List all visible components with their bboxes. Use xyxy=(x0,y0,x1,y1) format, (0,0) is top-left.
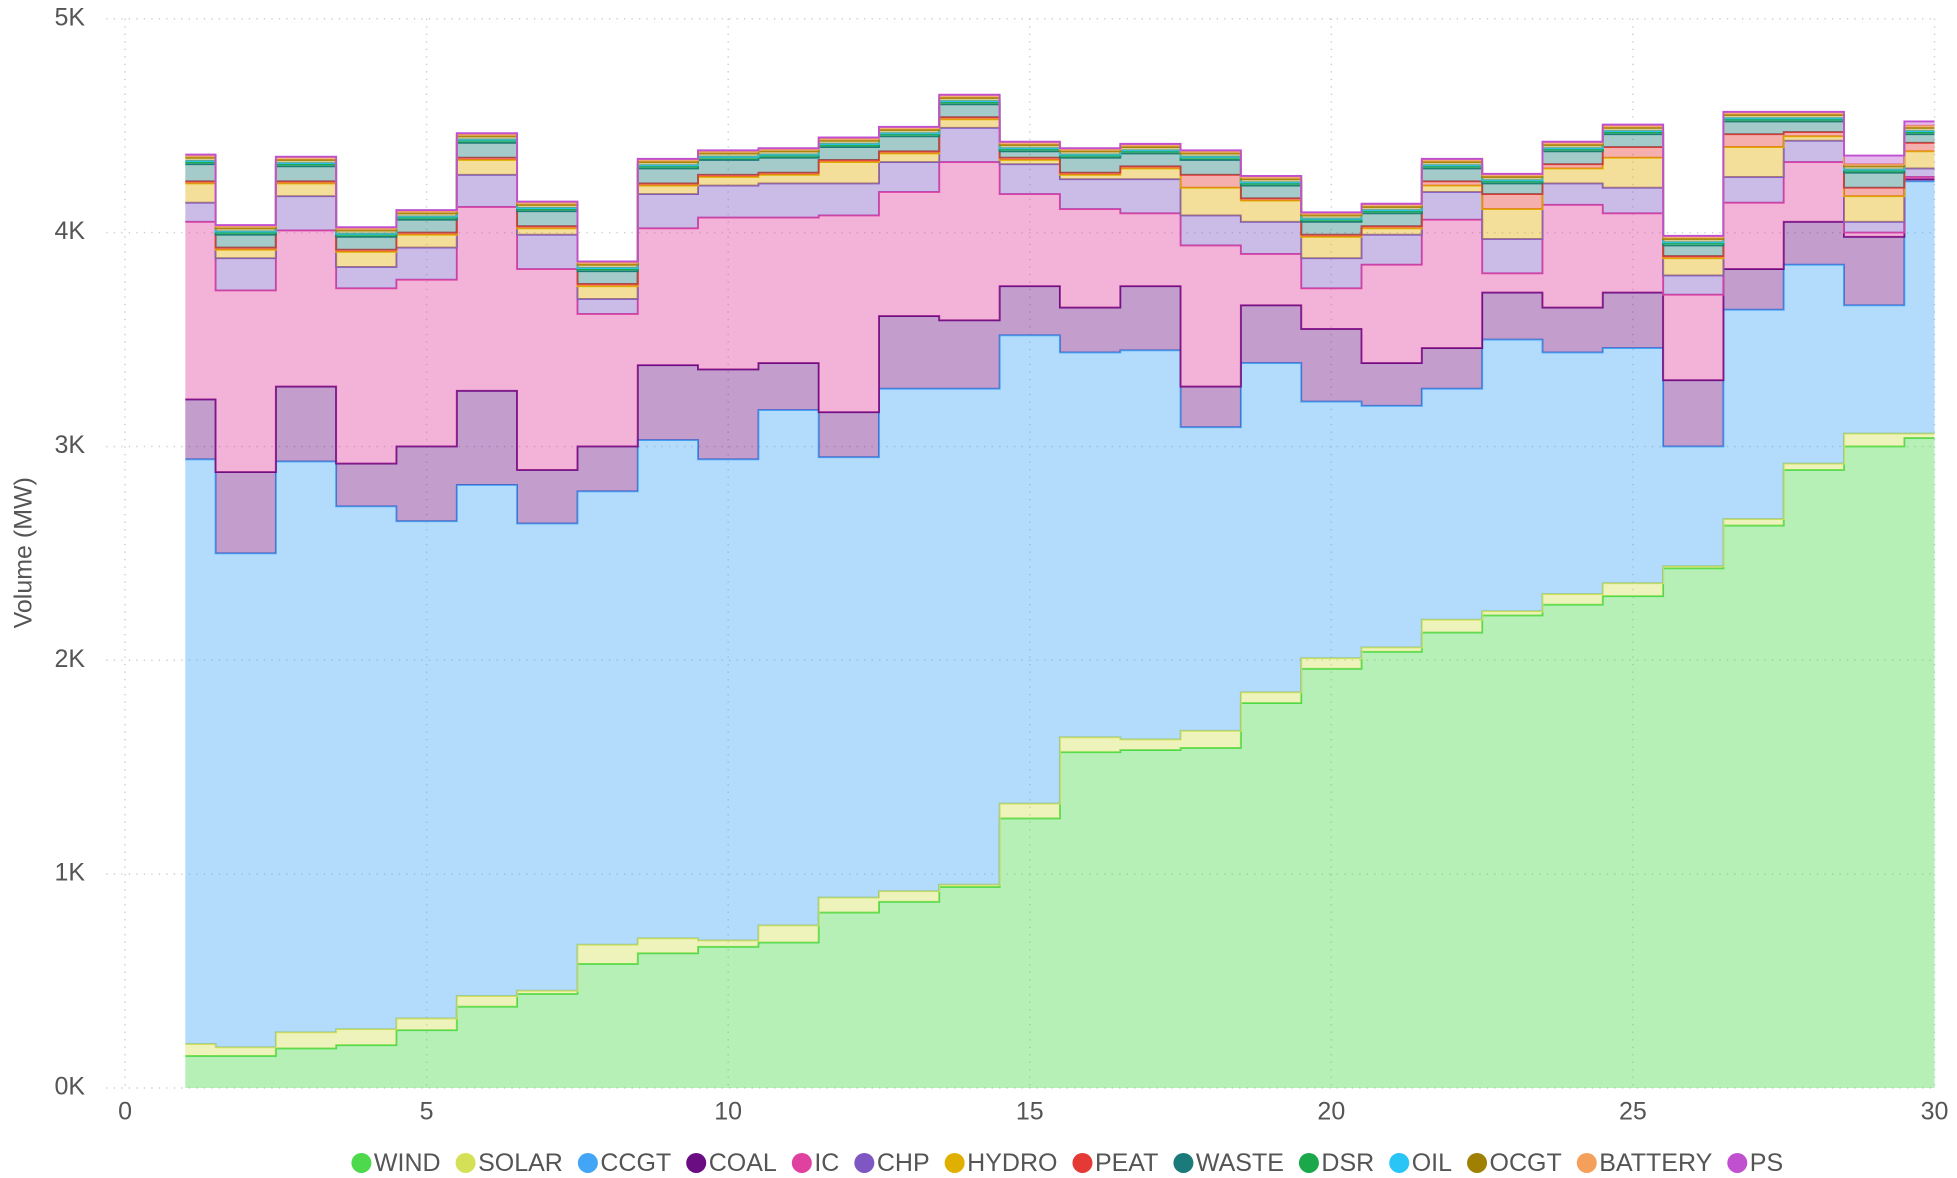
legend-label: PEAT xyxy=(1095,1149,1158,1177)
legend-label: BATTERY xyxy=(1599,1149,1712,1177)
y-tick-label: 1K xyxy=(54,859,85,887)
legend-label: CCGT xyxy=(600,1149,671,1177)
legend-marker xyxy=(944,1152,965,1173)
legend-marker xyxy=(1576,1152,1597,1173)
area xyxy=(185,179,1935,554)
y-tick-label: 2K xyxy=(54,645,85,673)
legend-marker xyxy=(1298,1152,1319,1173)
legend-marker xyxy=(1727,1152,1748,1173)
x-tick-label: 25 xyxy=(1619,1098,1647,1126)
x-tick-label: 20 xyxy=(1317,1098,1345,1126)
area xyxy=(185,162,1935,473)
legend-marker xyxy=(854,1152,875,1173)
series-areas xyxy=(185,93,1935,1088)
legend-marker xyxy=(1173,1152,1194,1173)
legend-label: HYDRO xyxy=(967,1149,1057,1177)
legend: WIND SOLAR CCGT COAL IC CHP HYDRO PEAT WASTE DSR O… xyxy=(351,1149,1783,1177)
legend-marker xyxy=(577,1152,598,1173)
legend-label: WASTE xyxy=(1196,1149,1284,1177)
x-tick-label: 5 xyxy=(420,1098,434,1126)
x-tick-label: 15 xyxy=(1016,1098,1044,1126)
x-tick-label: 30 xyxy=(1921,1098,1949,1126)
x-tick-label: 0 xyxy=(118,1098,132,1126)
legend-label: DSR xyxy=(1321,1149,1374,1177)
x-tick-label: 10 xyxy=(714,1098,742,1126)
legend-label: COAL xyxy=(709,1149,777,1177)
legend-label: CHP xyxy=(877,1149,930,1177)
legend-marker xyxy=(686,1152,707,1173)
area xyxy=(185,127,1935,314)
y-axis-label: Volume (MW) xyxy=(10,477,38,628)
legend-marker xyxy=(1389,1152,1410,1173)
legend-label: OIL xyxy=(1412,1149,1452,1177)
legend-label: OCGT xyxy=(1490,1149,1562,1177)
legend-marker xyxy=(351,1152,372,1173)
y-tick-label: 3K xyxy=(54,431,85,459)
legend-marker xyxy=(1467,1152,1488,1173)
line xyxy=(185,93,1935,263)
line xyxy=(185,432,1935,1049)
y-tick-label: 0K xyxy=(54,1073,85,1101)
area xyxy=(185,181,1935,1048)
legend-label: SOLAR xyxy=(478,1149,563,1177)
legend-label: PS xyxy=(1750,1149,1783,1177)
line xyxy=(185,178,1935,474)
legend-marker xyxy=(1072,1152,1093,1173)
legend-marker xyxy=(455,1152,476,1173)
y-tick-label: 5K xyxy=(54,3,85,31)
legend-marker xyxy=(791,1152,812,1173)
legend-label: IC xyxy=(814,1149,839,1177)
y-tick-label: 4K xyxy=(54,217,85,245)
legend-label: WIND xyxy=(374,1149,441,1177)
